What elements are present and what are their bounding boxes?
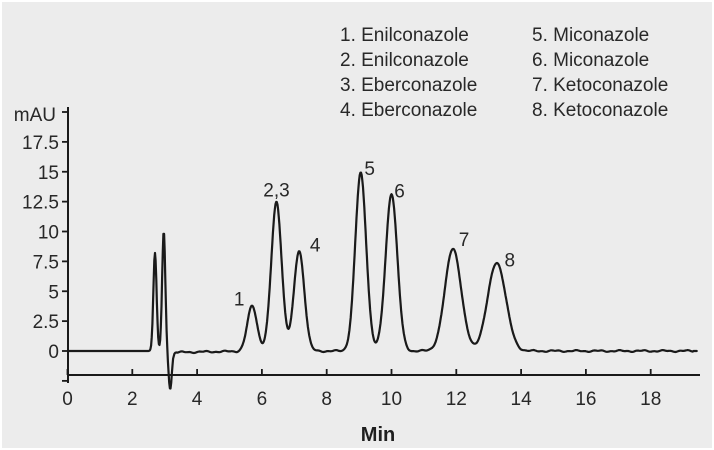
- x-tick-label: 10: [381, 389, 402, 410]
- y-axis-tick-labels: 0 2.5 5 7.5 10 12.5 15 17.5: [22, 133, 59, 363]
- y-tick-label: 5: [48, 282, 59, 303]
- legend-item: 8. Ketoconazole: [532, 100, 669, 121]
- y-tick-label: 15: [38, 163, 59, 184]
- legend-item: 6. Miconazole: [532, 50, 650, 71]
- y-tick-label: 2.5: [33, 312, 59, 333]
- x-tick-label: 12: [446, 389, 467, 410]
- y-tick-label: 17.5: [22, 133, 59, 154]
- legend-item: 7. Ketoconazole: [532, 75, 669, 96]
- x-tick-label: 14: [511, 389, 533, 410]
- legend-item: 3. Eberconazole: [340, 75, 478, 96]
- peak-label: 4: [310, 236, 321, 257]
- x-tick-label: 2: [127, 389, 138, 410]
- y-tick-label: 0: [48, 342, 59, 363]
- x-tick-label: 8: [321, 389, 332, 410]
- legend-column-1: 1. Enilconazole 2. Enilconazole 3. Eberc…: [340, 23, 477, 123]
- peak-label: 7: [459, 230, 470, 251]
- legend-item: 5. Miconazole: [532, 25, 650, 46]
- x-tick-label: 6: [257, 389, 268, 410]
- peak-label: 5: [364, 159, 375, 180]
- x-tick-label: 0: [62, 389, 73, 410]
- peak-label: 8: [505, 251, 516, 272]
- chromatogram-trace: [66, 171, 698, 390]
- x-axis-ticks: [66, 369, 652, 375]
- legend-item: 2. Enilconazole: [340, 50, 469, 71]
- legend-column-2: 5. Miconazole 6. Miconazole 7. Ketoconaz…: [532, 23, 668, 123]
- x-tick-label: 16: [575, 389, 596, 410]
- x-tick-label: 18: [640, 389, 661, 410]
- legend-item: 4. Eberconazole: [340, 100, 478, 121]
- x-tick-label: 4: [192, 389, 203, 410]
- peak-label: 1: [234, 290, 245, 311]
- y-axis-ticks: [62, 111, 68, 382]
- legend-item: 1. Enilconazole: [340, 25, 469, 46]
- peak-label: 2,3: [263, 181, 289, 202]
- y-tick-label: 10: [38, 223, 59, 244]
- x-axis-tick-labels: 0 2 4 6 8 10 12 14 16 18: [62, 389, 661, 410]
- y-tick-label: 7.5: [33, 252, 59, 273]
- peak-number-labels: 1 2,3 4 56 7 8: [234, 159, 515, 311]
- x-axis-title: Min: [361, 424, 395, 446]
- peak-label: 6: [394, 181, 405, 202]
- y-axis-unit-label: mAU: [14, 105, 56, 126]
- y-tick-label: 12.5: [22, 193, 59, 214]
